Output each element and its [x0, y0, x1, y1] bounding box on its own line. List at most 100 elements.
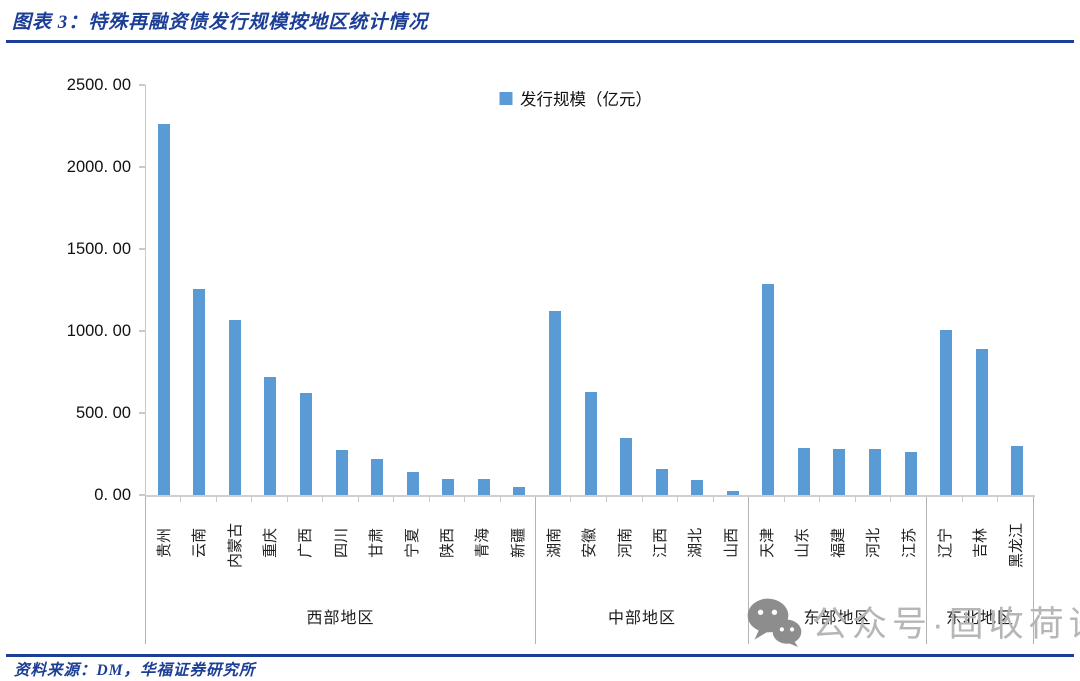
- x-axis-label: 湖北: [687, 527, 705, 558]
- bar-group: [146, 85, 537, 495]
- y-axis-tick: [139, 248, 145, 250]
- bar: [1011, 445, 1024, 495]
- x-axis-label: 河北: [865, 527, 883, 558]
- x-label-cell: 河南: [607, 502, 642, 588]
- x-axis-label: 江西: [652, 527, 670, 558]
- bar: [655, 469, 668, 495]
- bar: [691, 479, 704, 495]
- x-tick: [856, 497, 892, 502]
- x-label-row: 贵州 云南 内蒙古 重庆 广西 四川 甘肃 宁夏 陕西 青海 新疆: [146, 502, 535, 588]
- x-label-cell: 山东: [784, 502, 819, 588]
- title-divider: [6, 40, 1074, 43]
- bar: [797, 448, 810, 495]
- x-label-cell: 云南: [181, 502, 216, 588]
- bar: [442, 478, 455, 495]
- x-tick-row: [146, 497, 535, 502]
- bar-slot: [573, 85, 609, 495]
- bar: [940, 330, 953, 495]
- x-axis-label: 山东: [794, 527, 812, 558]
- bar: [584, 392, 597, 495]
- x-label-cell: 山西: [713, 502, 748, 588]
- x-tick-row: [536, 497, 748, 502]
- x-tick: [927, 497, 963, 502]
- bar-slot: [644, 85, 680, 495]
- x-axis-label: 宁夏: [403, 527, 421, 558]
- watermark-text: 公众号·固收荷语: [812, 605, 1080, 644]
- x-group: 天津 山东 福建 河北 江苏东部地区: [749, 497, 927, 644]
- plot-area: 发行规模（亿元）: [145, 85, 1035, 497]
- y-axis-tick: [139, 412, 145, 414]
- x-axis-label: 陕西: [439, 527, 457, 558]
- region-label: 中部地区: [608, 610, 677, 627]
- x-axis-label: 吉林: [972, 527, 990, 558]
- bar-slot: [146, 85, 182, 495]
- x-label-cell: 宁夏: [394, 502, 429, 588]
- y-axis-label: 2500. 00: [66, 76, 131, 94]
- x-tick: [678, 497, 714, 502]
- x-axis-label: 云南: [191, 527, 209, 558]
- x-tick: [749, 497, 785, 502]
- region-row: 中部地区: [536, 588, 748, 644]
- bar-slot: [431, 85, 467, 495]
- bar: [513, 487, 526, 495]
- x-axis-label: 内蒙古: [226, 522, 244, 568]
- source-note: 资料来源：DM，华福证券研究所: [14, 662, 256, 679]
- bar-slot: [217, 85, 253, 495]
- x-tick: [820, 497, 856, 502]
- bar: [371, 458, 384, 495]
- bar-slot: [857, 85, 893, 495]
- bar-slot: [751, 85, 787, 495]
- x-tick: [465, 497, 501, 502]
- x-label-cell: 青海: [464, 502, 499, 588]
- x-label-cell: 贵州: [146, 502, 181, 588]
- region-label: 东部地区: [803, 610, 872, 627]
- x-tick: [181, 497, 217, 502]
- y-axis-label: 0. 00: [94, 486, 131, 504]
- x-tick: [536, 497, 572, 502]
- x-group: 贵州 云南 内蒙古 重庆 广西 四川 甘肃 宁夏 陕西 青海 新疆 西部地区: [145, 497, 536, 644]
- bar: [548, 311, 561, 495]
- x-tick: [430, 497, 466, 502]
- bar: [300, 392, 313, 495]
- bar: [868, 449, 881, 495]
- x-axis-label: 青海: [474, 527, 492, 558]
- x-tick: [963, 497, 999, 502]
- x-label-row: 天津 山东 福建 河北 江苏: [749, 502, 926, 588]
- bar-slot: [715, 85, 751, 495]
- x-label-cell: 重庆: [252, 502, 287, 588]
- bar-slot: [502, 85, 538, 495]
- bar: [157, 123, 170, 495]
- x-label-cell: 江西: [642, 502, 677, 588]
- y-axis-label: 500. 00: [75, 404, 131, 422]
- bar: [264, 376, 277, 495]
- x-axis-label: 天津: [759, 527, 777, 558]
- x-label-cell: 甘肃: [358, 502, 393, 588]
- x-axis-label: 福建: [830, 527, 848, 558]
- x-axis-label: 四川: [332, 527, 350, 558]
- x-label-cell: 广西: [287, 502, 322, 588]
- figure-title: 图表 3：特殊再融资债发行规模按地区统计情况: [12, 12, 429, 33]
- x-tick: [394, 497, 430, 502]
- y-axis-tick: [139, 166, 145, 168]
- x-label-cell: 内蒙古: [217, 502, 252, 588]
- bar: [975, 348, 988, 495]
- x-label-cell: 天津: [749, 502, 784, 588]
- bar-slot: [288, 85, 324, 495]
- bar-slot: [182, 85, 218, 495]
- footer-divider: [6, 654, 1074, 657]
- x-axis-label: 江苏: [900, 527, 918, 558]
- bar: [228, 320, 241, 495]
- x-label-cell: 福建: [820, 502, 855, 588]
- bar-group: [751, 85, 929, 495]
- x-axis-label: 湖南: [546, 527, 564, 558]
- x-group: 湖南 安徽 河南 江西 湖北 山西 中部地区: [536, 497, 750, 644]
- bar-slot: [964, 85, 1000, 495]
- region-row: 西部地区: [146, 588, 535, 644]
- x-axis-label: 河南: [616, 527, 634, 558]
- x-axis-label: 黑龙江: [1007, 522, 1025, 568]
- x-label-cell: 江苏: [891, 502, 926, 588]
- x-tick: [359, 497, 395, 502]
- bar-slot: [253, 85, 289, 495]
- bar-slot: [324, 85, 360, 495]
